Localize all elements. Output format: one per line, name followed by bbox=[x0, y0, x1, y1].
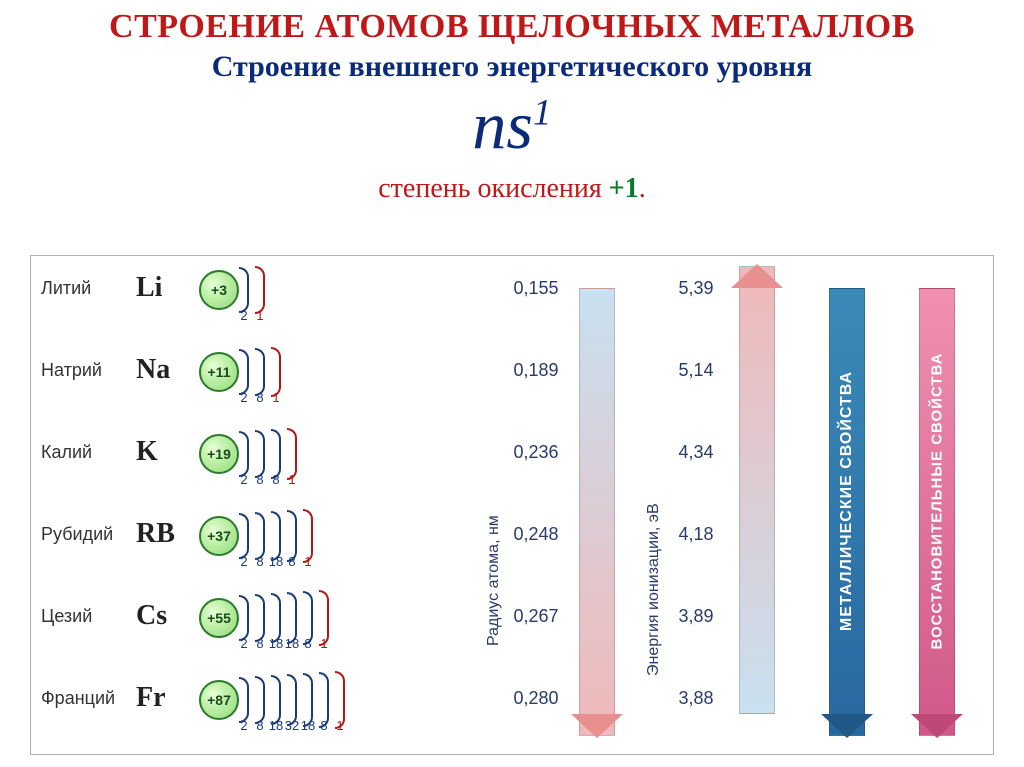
arrow-label: МЕТАЛЛИЧЕСКИЕ СВОЙСТВА bbox=[838, 371, 856, 631]
shell-arc bbox=[255, 594, 265, 642]
ox-prefix: степень окисления bbox=[378, 173, 609, 204]
nucleus: +11 bbox=[199, 352, 239, 392]
shell-arc bbox=[239, 349, 249, 395]
nucleus: +87 bbox=[199, 680, 239, 720]
radius-value: 0,248 bbox=[501, 524, 571, 545]
title-main: СТРОЕНИЕ АТОМОВ ЩЕЛОЧНЫХ МЕТАЛЛОВ bbox=[0, 0, 1024, 46]
shell-electron-count: 1 bbox=[299, 554, 317, 569]
shell-arc bbox=[255, 348, 265, 396]
element-row: ЦезийCs+5528181881 bbox=[31, 588, 551, 672]
property-arrow bbox=[571, 266, 623, 736]
element-name: Литий bbox=[41, 278, 91, 299]
property-arrow: ВОССТАНОВИТЕЛЬНЫЕ СВОЙСТВА bbox=[911, 266, 963, 736]
ionization-value: 4,34 bbox=[661, 442, 731, 463]
title-sub: Строение внешнего энергетического уровня bbox=[0, 46, 1024, 84]
shell-arc bbox=[255, 512, 265, 560]
shell-arc bbox=[255, 676, 265, 724]
ionization-value: 3,88 bbox=[661, 688, 731, 709]
shell-arc bbox=[239, 595, 249, 641]
shell-electron-count: 1 bbox=[331, 718, 349, 733]
nucleus: +19 bbox=[199, 434, 239, 474]
nucleus: +37 bbox=[199, 516, 239, 556]
shell-electron-count: 1 bbox=[315, 636, 333, 651]
element-name: Цезий bbox=[41, 606, 92, 627]
element-symbol: Fr bbox=[136, 682, 184, 714]
radius-value: 0,280 bbox=[501, 688, 571, 709]
element-row: РубидийRB+37281881 bbox=[31, 506, 551, 590]
element-symbol: K bbox=[136, 436, 184, 468]
radius-value: 0,189 bbox=[501, 360, 571, 381]
element-symbol: Li bbox=[136, 272, 184, 304]
element-name: Натрий bbox=[41, 360, 102, 381]
property-arrow bbox=[731, 266, 783, 736]
shell-arc bbox=[239, 267, 249, 313]
element-row: ЛитийLi+321 bbox=[31, 260, 551, 344]
shell-electron-count: 1 bbox=[251, 308, 269, 323]
shell-arc bbox=[239, 513, 249, 559]
ionization-value: 4,18 bbox=[661, 524, 731, 545]
formula: ns1 bbox=[0, 84, 1024, 165]
arrow-label: ВОССТАНОВИТЕЛЬНЫЕ СВОЙСТВА bbox=[929, 352, 946, 649]
ionization-value: 3,89 bbox=[661, 606, 731, 627]
elements-table: ЛитийLi+321НатрийNa+11281КалийK+192881Ру… bbox=[30, 255, 994, 755]
ionization-value: 5,39 bbox=[661, 278, 731, 299]
shell-arc bbox=[239, 431, 249, 477]
radius-value: 0,267 bbox=[501, 606, 571, 627]
element-symbol: Cs bbox=[136, 600, 184, 632]
element-symbol: Na bbox=[136, 354, 184, 386]
shell-arc bbox=[255, 430, 265, 478]
shell-arc-outer bbox=[255, 266, 265, 314]
shell-arc bbox=[239, 677, 249, 723]
shell-electron-count: 1 bbox=[283, 472, 301, 487]
element-name: Франций bbox=[41, 688, 115, 709]
formula-base: ns bbox=[472, 87, 532, 163]
nucleus: +3 bbox=[199, 270, 239, 310]
nucleus: +55 bbox=[199, 598, 239, 638]
oxidation-line: степень окисления +1. bbox=[0, 165, 1024, 205]
element-name: Рубидий bbox=[41, 524, 113, 545]
shell-electron-count: 1 bbox=[267, 390, 285, 405]
element-name: Калий bbox=[41, 442, 92, 463]
element-symbol: RB bbox=[136, 518, 184, 550]
radius-value: 0,155 bbox=[501, 278, 571, 299]
ox-value: +1 bbox=[609, 173, 639, 204]
formula-sup: 1 bbox=[533, 92, 552, 133]
property-arrow: МЕТАЛЛИЧЕСКИЕ СВОЙСТВА bbox=[821, 266, 873, 736]
radius-value: 0,236 bbox=[501, 442, 571, 463]
element-row: НатрийNa+11281 bbox=[31, 342, 551, 426]
ox-suffix: . bbox=[639, 173, 646, 204]
ionization-value: 5,14 bbox=[661, 360, 731, 381]
element-row: ФранцийFr+872818321881 bbox=[31, 670, 551, 754]
element-row: КалийK+192881 bbox=[31, 424, 551, 508]
